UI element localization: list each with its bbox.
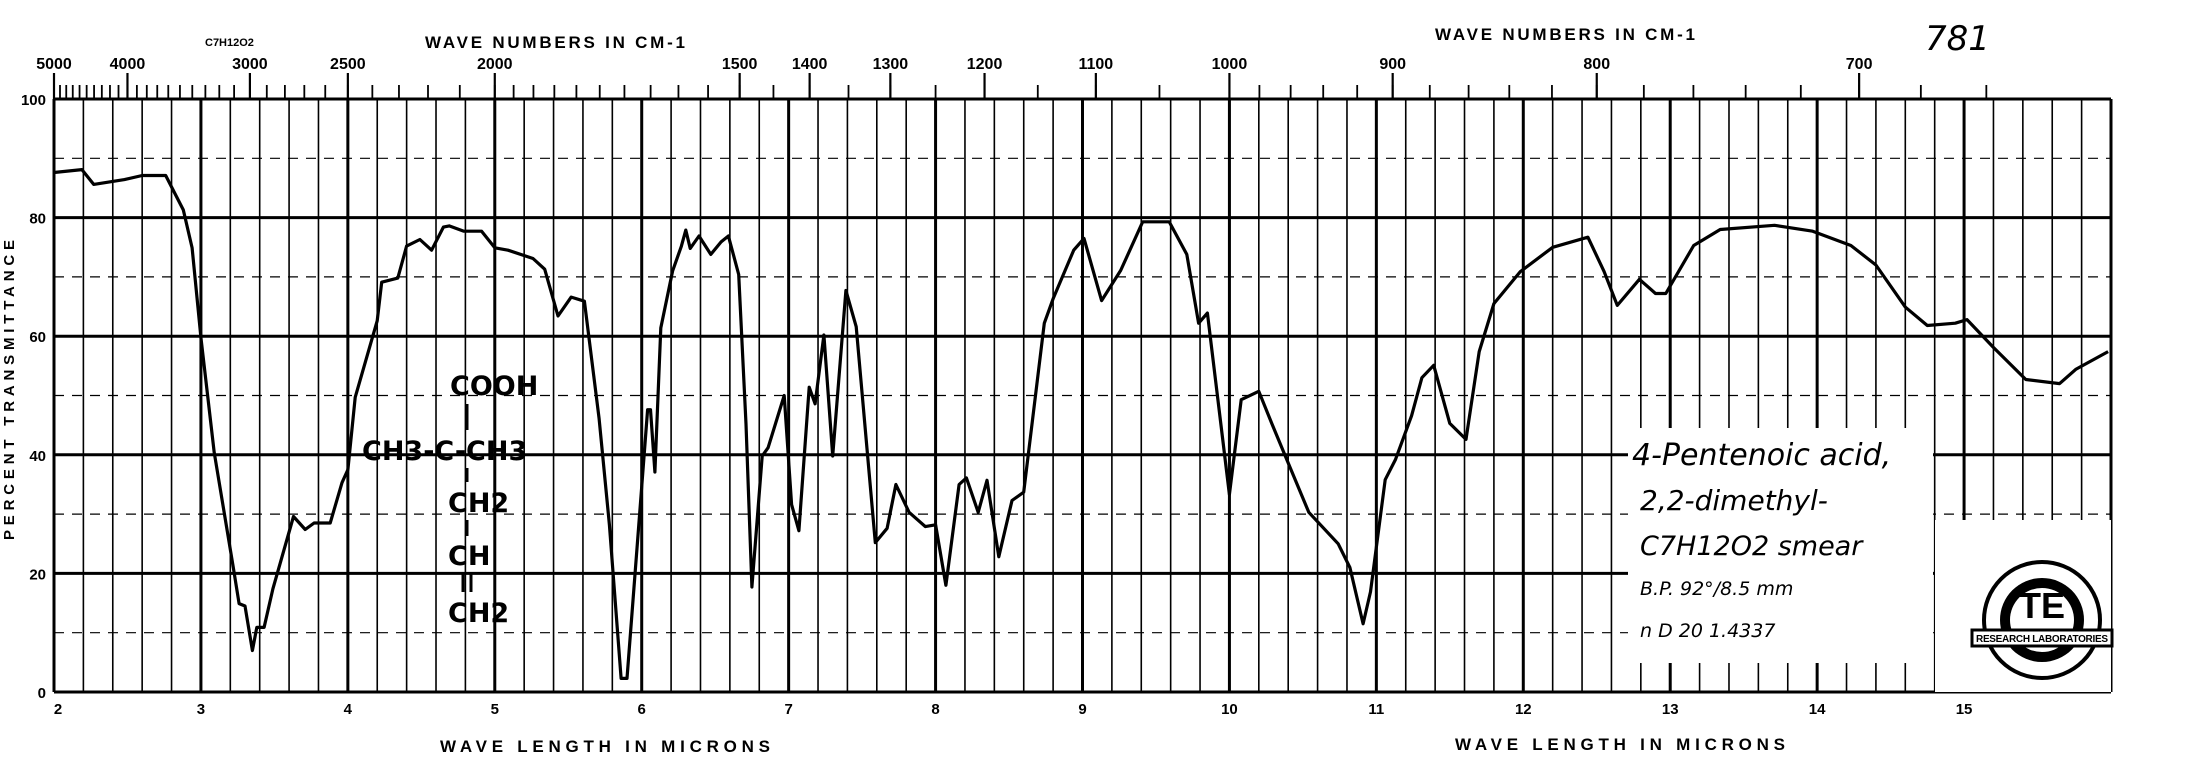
grid	[52, 97, 2113, 694]
top-axis-title-left: WAVE NUMBERS IN CM-1	[425, 33, 685, 52]
x-tick-label: 2	[54, 701, 62, 718]
top-tick-label: 1000	[1212, 56, 1248, 73]
structure-ch: CH	[448, 541, 490, 572]
top-tick-label: 3000	[232, 56, 268, 73]
tennessee-eastman-seal-logo: RESEARCH LABORATORIES TE	[1970, 560, 2114, 680]
spectrum-line	[53, 168, 2109, 680]
top-tick-label: 2500	[330, 56, 366, 73]
x-tick-label: 14	[1809, 701, 1826, 718]
label-line-bp: B.P. 92°/8.5 mm	[1640, 578, 1793, 600]
x-tick-label: 6	[638, 701, 646, 718]
y-tick-label: 100	[21, 92, 46, 109]
x-tick-label: 4	[344, 701, 353, 718]
x-tick-label: 10	[1221, 701, 1238, 718]
x-tick-label: 13	[1662, 701, 1679, 718]
y-tick-label: 40	[29, 448, 46, 465]
y-tick-label: 80	[29, 211, 46, 228]
top-tick-label: 4000	[110, 56, 146, 73]
structure-ch2-a: CH2	[448, 488, 509, 519]
svg-text:TE: TE	[2019, 585, 2065, 626]
top-tick-label: 5000	[36, 56, 72, 73]
formula-top: C7H12O2	[205, 37, 254, 49]
sheet-number: 781	[1925, 19, 1990, 59]
x-axis-title-left: WAVE LENGTH IN MICRONS	[440, 737, 770, 756]
x-tick-label: 11	[1368, 701, 1384, 718]
svg-text:RESEARCH LABORATORIES: RESEARCH LABORATORIES	[1976, 634, 2108, 645]
y-tick-label: 0	[38, 685, 46, 702]
x-tick-label: 8	[931, 701, 939, 718]
top-tick-label: 1200	[967, 56, 1003, 73]
label-line-substituent: 2,2-dimethyl-	[1640, 484, 1828, 517]
structure-formula: COOH CH3-C-CH3 CH2 CH CH2	[362, 371, 538, 629]
x-tick-label: 3	[197, 701, 205, 718]
structure-ch3-c-ch3: CH3-C-CH3	[362, 436, 527, 467]
top-tick-label: 700	[1846, 56, 1873, 73]
top-tick-label: 1400	[792, 56, 828, 73]
top-tick-label: 2000	[477, 56, 513, 73]
y-tick-label: 60	[29, 329, 46, 346]
top-tick-label: 800	[1583, 56, 1610, 73]
y-tick-label: 20	[29, 566, 46, 583]
structure-ch2-b: CH2	[448, 598, 509, 629]
x-tick-label: 7	[784, 701, 792, 718]
top-tick-label: 1300	[873, 56, 909, 73]
compound-label: 4-Pentenoic acid, 2,2-dimethyl- C7H12O2 …	[1632, 438, 1891, 642]
x-tick-label: 9	[1078, 701, 1086, 718]
label-line-refractive-index: n D 20 1.4337	[1640, 620, 1775, 642]
x-tick-label: 15	[1956, 701, 1973, 718]
structure-cooh: COOH	[450, 371, 538, 402]
label-blank-area	[1628, 428, 1933, 663]
x-tick-label: 5	[491, 701, 499, 718]
x-axis-title-right: WAVE LENGTH IN MICRONS	[1455, 735, 1785, 754]
top-axis-title-right: WAVE NUMBERS IN CM-1	[1435, 25, 1695, 44]
top-tick-label: 900	[1379, 56, 1406, 73]
label-line-name: 4-Pentenoic acid,	[1632, 438, 1891, 473]
top-tick-label: 1500	[722, 56, 758, 73]
tick-marks	[52, 73, 1988, 99]
tick-labels: 2 3 4 5 6 7 8 9 10 11 12 13 14 15 0 20 40 60 80 100 5000 4000…	[21, 56, 1972, 718]
x-tick-label: 12	[1515, 701, 1532, 718]
top-tick-label: 1100	[1078, 56, 1113, 73]
y-axis-title: PERCENT TRANSMITTANCE	[1, 240, 18, 540]
label-line-formula: C7H12O2 smear	[1640, 531, 1864, 562]
